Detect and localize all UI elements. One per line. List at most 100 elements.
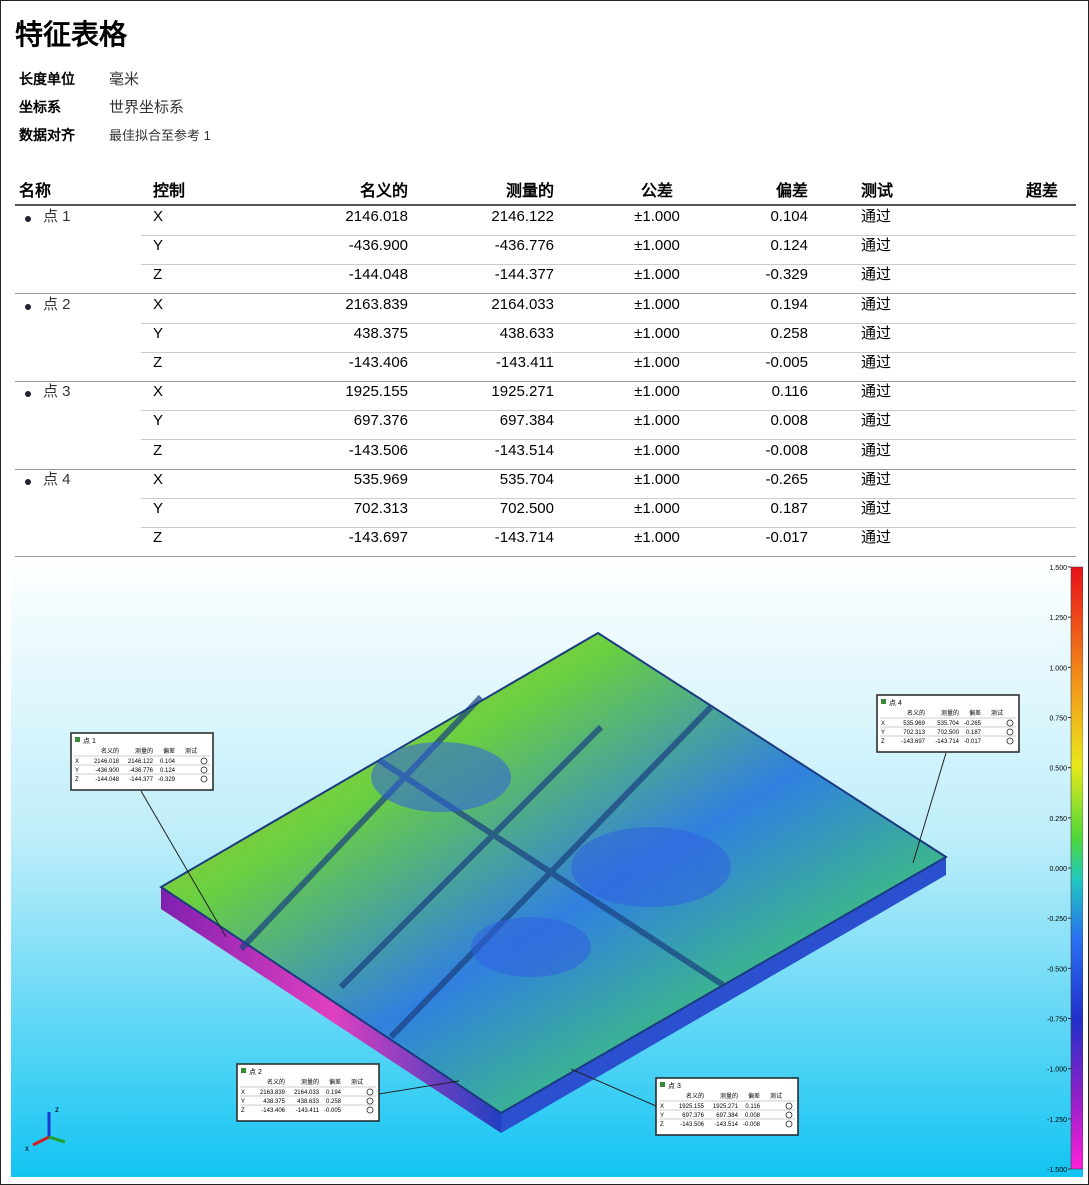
group-rule <box>15 556 1076 558</box>
callout-cell: 0.258 <box>326 1099 342 1105</box>
callout-icon <box>881 699 886 704</box>
callout-box <box>70 732 214 791</box>
table-cell: -0.008 <box>765 441 808 459</box>
callout-cell: 0.104 <box>160 759 176 765</box>
table-cell: -143.714 <box>494 529 554 547</box>
table-cell: ±1.000 <box>634 324 680 342</box>
table-cell: Z <box>153 266 163 284</box>
table-cell: 通过 <box>861 500 892 517</box>
callout-title: 点 1 <box>83 737 96 745</box>
table-cell: 702.500 <box>499 500 554 517</box>
table-cell: Y <box>153 237 164 255</box>
table-cell: Y <box>153 500 164 517</box>
callout-header: 偏差 <box>329 1078 341 1086</box>
callout-cell: 0.187 <box>966 730 982 736</box>
callout-cell: -144.377 <box>129 777 153 783</box>
plate-side <box>501 857 946 1133</box>
table-cell: 1925.271 <box>491 383 554 401</box>
callout-cell: Y <box>660 1113 664 1119</box>
table-cell: -0.265 <box>765 470 808 488</box>
color-bar-tick-label: 0.500 <box>1049 766 1067 773</box>
table-cell: -436.900 <box>348 237 408 255</box>
color-bar-tick-label: -1.000 <box>1047 1067 1067 1074</box>
color-bar <box>1070 566 1083 1170</box>
table-cell: -144.048 <box>348 266 408 284</box>
callout-cell: 2164.033 <box>294 1090 320 1096</box>
column-header: 控制 <box>153 183 186 200</box>
callout-header: 测量的 <box>301 1078 319 1086</box>
table-cell: Y <box>153 324 164 342</box>
table-cell: 2146.018 <box>345 208 408 225</box>
column-header: 偏差 <box>775 183 808 200</box>
callout-title: 点 2 <box>249 1068 262 1076</box>
callout-cell: -143.714 <box>935 739 959 745</box>
table-cell: ±1.000 <box>634 266 680 284</box>
callout-cell: 697.376 <box>682 1113 704 1119</box>
callout-cell: X <box>881 721 885 727</box>
pass-icon <box>200 775 208 783</box>
table-cell: 通过 <box>861 237 892 255</box>
leader-line <box>912 752 947 864</box>
table-cell: 535.969 <box>353 470 408 488</box>
table-cell: -143.506 <box>348 441 408 459</box>
table-cell: X <box>153 383 164 401</box>
pass-icon <box>366 1106 374 1114</box>
table-cell: 0.104 <box>770 208 808 225</box>
callout-cell: -143.697 <box>901 739 925 745</box>
callout-icon <box>241 1068 246 1073</box>
row-rule <box>141 410 1076 412</box>
table-cell: ±1.000 <box>634 237 680 255</box>
callout-cell: 535.704 <box>937 721 959 727</box>
table-cell: ±1.000 <box>634 383 680 401</box>
axis-label: z <box>55 1105 59 1114</box>
table-cell: X <box>153 208 164 225</box>
meta-value: 毫米 <box>109 71 140 88</box>
table-cell: Z <box>153 529 163 547</box>
callout-header: 名义的 <box>686 1092 704 1100</box>
table-cell: 0.187 <box>770 500 808 517</box>
leader-line <box>378 1080 460 1095</box>
callout-icon <box>660 1082 665 1087</box>
column-header: 测量的 <box>505 183 554 200</box>
callout-cell: -143.406 <box>261 1108 285 1114</box>
callout-cell: X <box>75 759 79 765</box>
callout-cell: X <box>241 1090 245 1096</box>
table-cell: 1925.155 <box>345 383 408 401</box>
table-cell: -144.377 <box>494 266 554 284</box>
color-bar-tick-label: -0.250 <box>1047 916 1067 923</box>
group-rule <box>15 468 1076 470</box>
leader-line <box>570 1068 657 1107</box>
table-cell: -143.514 <box>494 441 554 459</box>
callout-cell: 1925.271 <box>713 1104 739 1110</box>
callout-cell: -0.008 <box>743 1122 761 1128</box>
table-cell: 通过 <box>861 470 892 488</box>
point-name: 点 3 <box>43 383 71 401</box>
color-bar-tick-label: 1.250 <box>1049 615 1067 622</box>
callout-cell: -143.411 <box>296 1108 320 1114</box>
callout-header: 名义的 <box>907 709 925 717</box>
table-cell: 通过 <box>861 208 892 225</box>
table-cell: ±1.000 <box>634 441 680 459</box>
axis-triad: z x <box>25 1105 66 1153</box>
table-cell: ±1.000 <box>634 208 680 225</box>
point-name: 点 2 <box>43 295 71 313</box>
table-cell: Y <box>153 412 164 430</box>
callout-header: 名义的 <box>101 747 119 755</box>
callout-cell: Z <box>660 1122 664 1128</box>
table-cell: 通过 <box>861 324 892 342</box>
table-cell: 2163.839 <box>345 295 408 313</box>
bullet <box>25 216 31 222</box>
callout-cell: X <box>660 1104 664 1110</box>
callout-cell: Z <box>75 777 79 783</box>
color-bar-tick-label: -1.250 <box>1047 1117 1067 1124</box>
column-header: 测试 <box>861 183 894 200</box>
color-bar-tick-label: -0.750 <box>1047 1017 1067 1024</box>
color-bar-tick-label: 1.000 <box>1049 665 1067 672</box>
callout-header: 测试 <box>185 747 197 755</box>
callout-box <box>236 1063 380 1122</box>
callout-cell: -0.265 <box>964 721 982 727</box>
callout-header: 测试 <box>770 1092 782 1100</box>
row-rule <box>141 527 1076 528</box>
table-cell: 通过 <box>861 441 892 459</box>
